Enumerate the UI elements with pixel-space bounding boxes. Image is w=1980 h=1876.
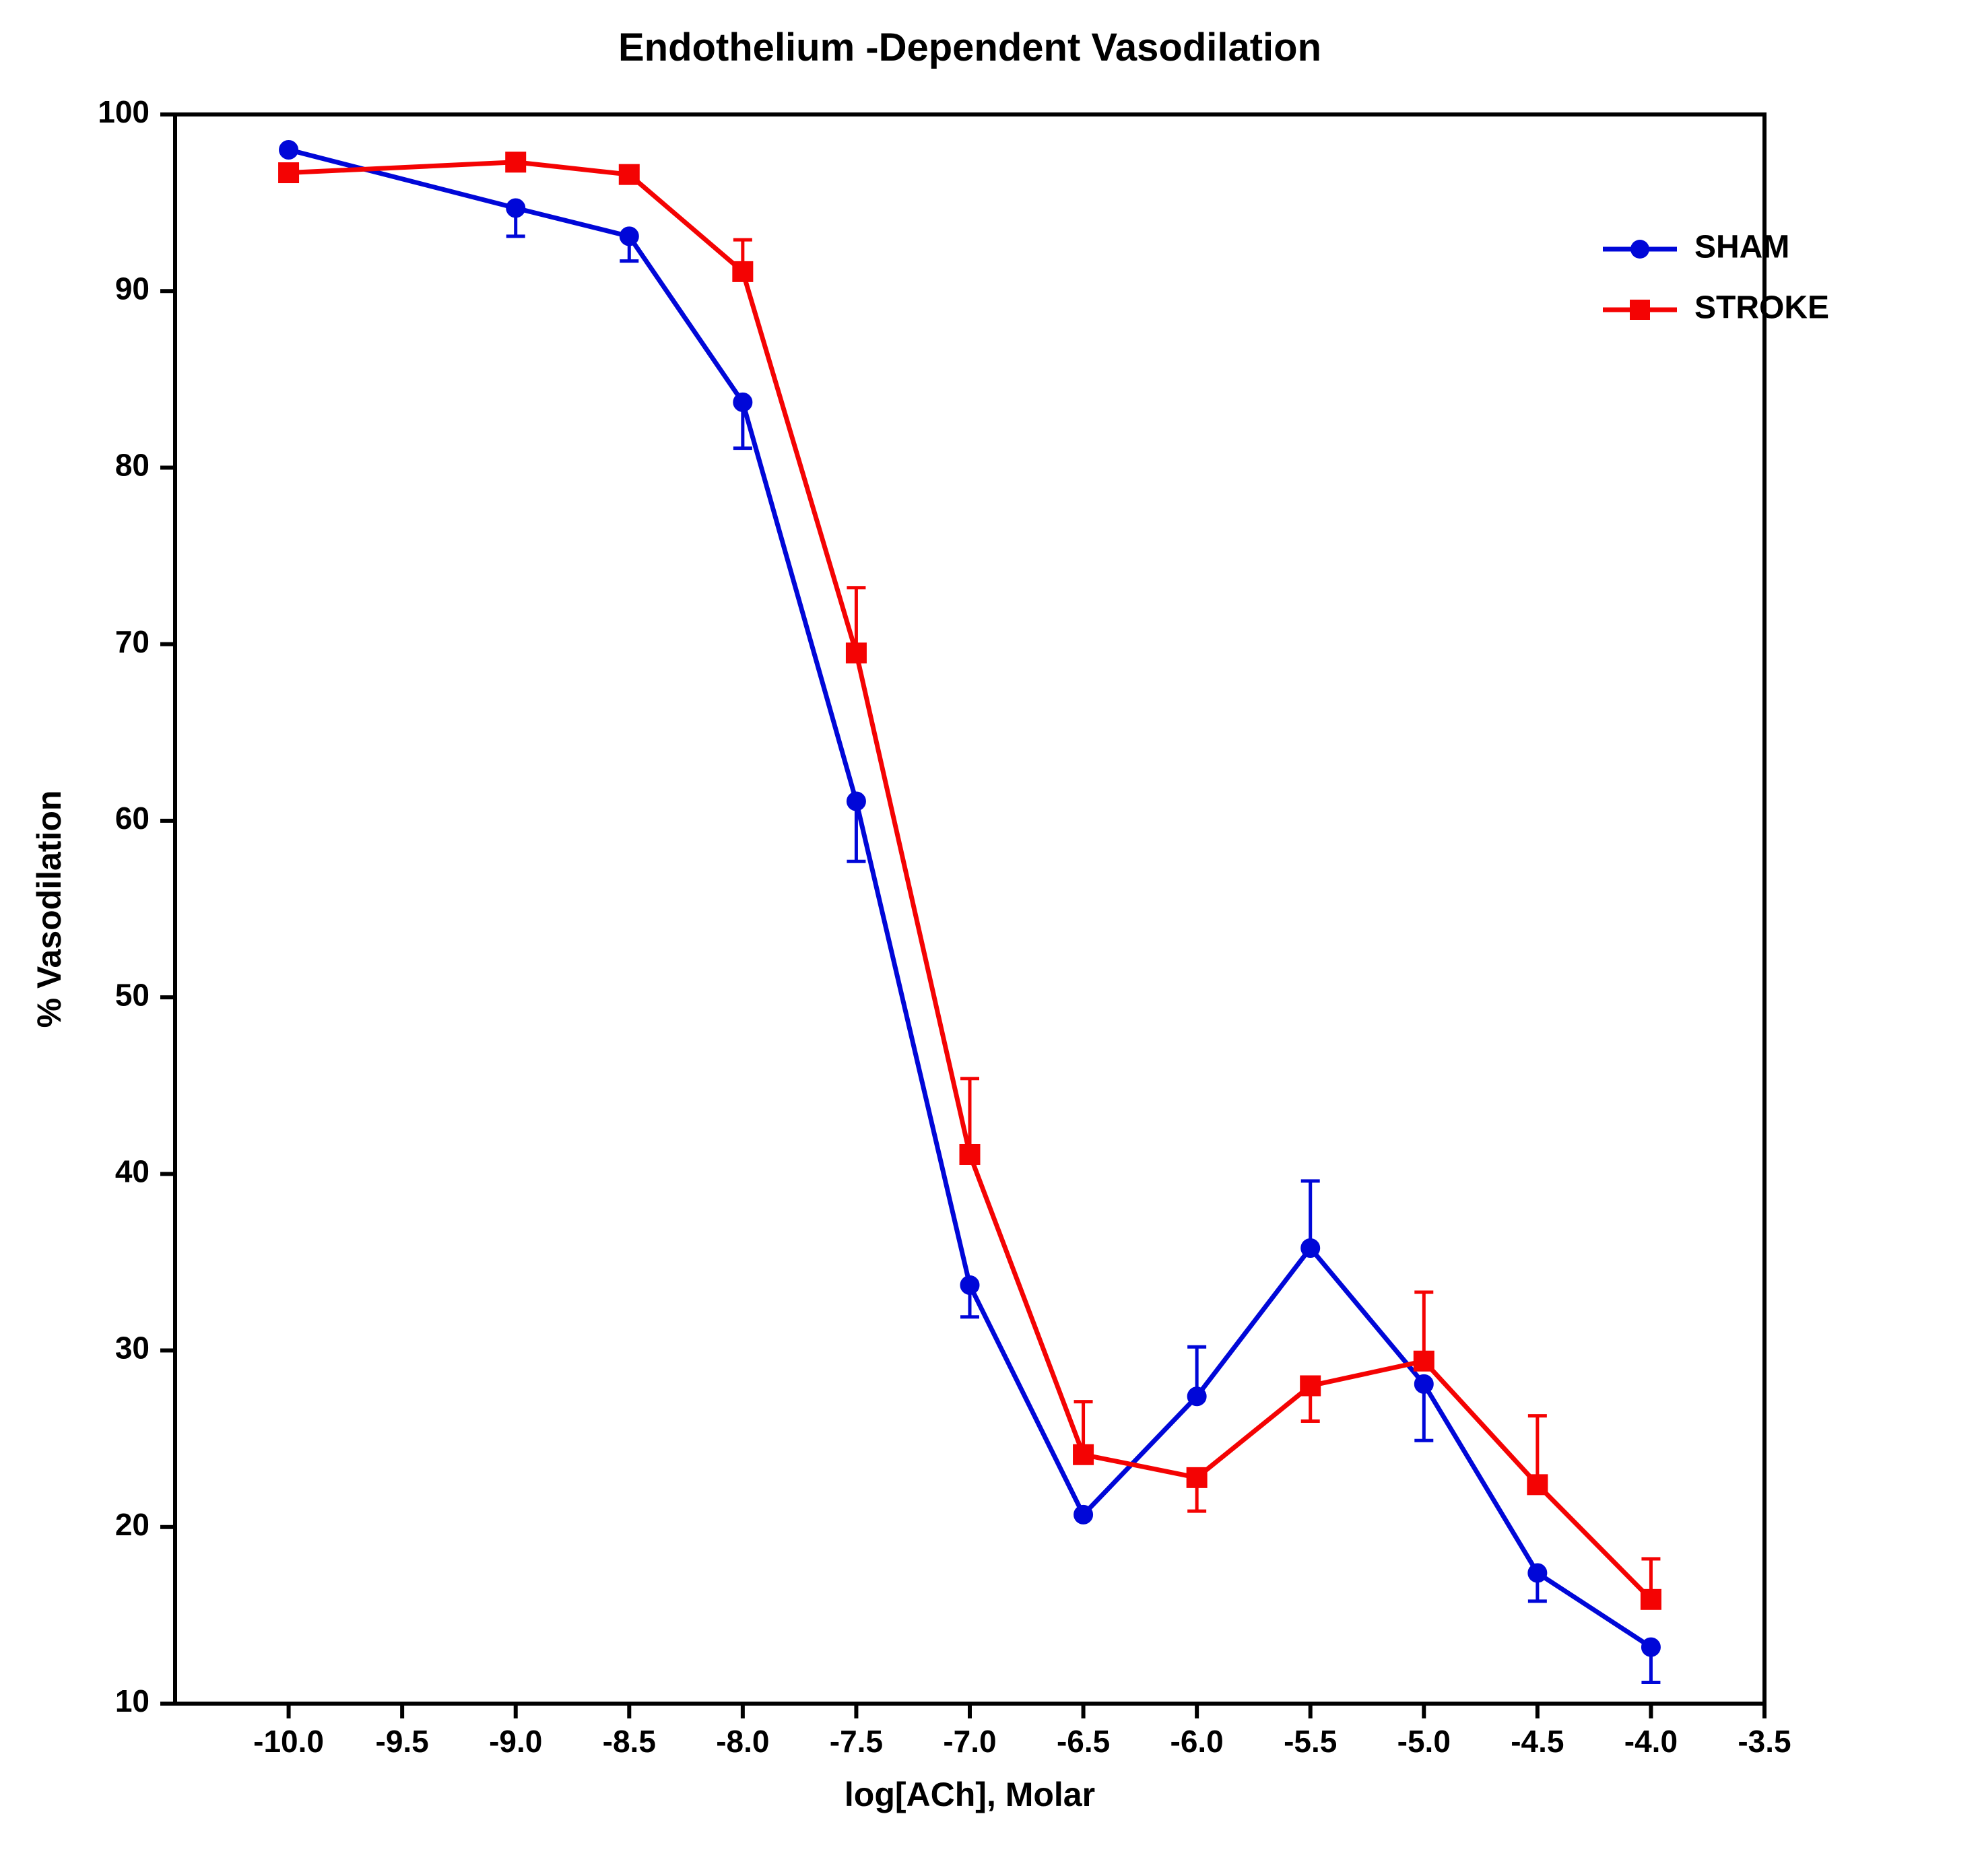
- chart-title: Endothelium -Dependent Vasodilation: [618, 26, 1321, 69]
- x-tick-label: -8.5: [603, 1724, 656, 1759]
- marker-stroke: [1074, 1444, 1094, 1465]
- y-tick-label: 50: [115, 977, 150, 1012]
- y-tick-label: 20: [115, 1507, 150, 1542]
- y-axis-label: % Vasodilation: [30, 791, 68, 1028]
- y-tick-label: 10: [115, 1683, 150, 1718]
- x-tick-label: -3.5: [1738, 1724, 1791, 1759]
- y-tick-label: 30: [115, 1331, 150, 1366]
- marker-sham: [1301, 1238, 1320, 1257]
- legend-marker-icon: [1630, 240, 1649, 259]
- y-tick-label: 100: [98, 94, 150, 129]
- marker-stroke: [960, 1144, 980, 1164]
- x-tick-label: -8.0: [716, 1724, 769, 1759]
- marker-sham: [960, 1276, 979, 1295]
- y-tick-label: 70: [115, 624, 150, 659]
- x-tick-label: -5.0: [1397, 1724, 1451, 1759]
- marker-stroke: [506, 152, 526, 172]
- x-tick-label: -9.5: [376, 1724, 429, 1759]
- marker-stroke: [1187, 1467, 1207, 1487]
- x-tick-label: -7.5: [830, 1724, 883, 1759]
- marker-sham: [1528, 1564, 1547, 1582]
- series-line-stroke: [289, 162, 1651, 1599]
- chart-svg: Endothelium -Dependent Vasodilation 10 20 3…: [0, 0, 1980, 1876]
- y-tick-label: 40: [115, 1153, 150, 1188]
- y-tick-label: 60: [115, 801, 150, 836]
- x-tick-label: -4.5: [1511, 1724, 1564, 1759]
- legend-label: SHAM: [1694, 230, 1789, 265]
- y-tick-label: 80: [115, 448, 150, 483]
- marker-stroke: [1641, 1589, 1661, 1609]
- marker-sham: [1414, 1374, 1433, 1393]
- x-tick-label: -6.0: [1170, 1724, 1224, 1759]
- marker-stroke: [1414, 1351, 1434, 1371]
- plot-border: [175, 114, 1764, 1704]
- x-tick-label: -4.0: [1624, 1724, 1678, 1759]
- x-tick-label: -10.0: [253, 1724, 324, 1759]
- marker-sham: [733, 393, 752, 411]
- marker-stroke: [733, 261, 753, 281]
- x-tick-label: -9.0: [489, 1724, 542, 1759]
- marker-sham: [1074, 1505, 1093, 1524]
- marker-sham: [847, 792, 865, 811]
- x-tick-label: -6.5: [1057, 1724, 1110, 1759]
- x-axis-label: log[ACh], Molar: [845, 1776, 1095, 1813]
- y-tick-label: 90: [115, 271, 150, 306]
- legend-label: STROKE: [1694, 290, 1829, 326]
- marker-stroke: [1527, 1475, 1548, 1495]
- marker-sham: [1641, 1638, 1660, 1656]
- marker-stroke: [619, 164, 639, 185]
- x-tick-label: -7.0: [943, 1724, 996, 1759]
- marker-stroke: [279, 163, 299, 183]
- x-tick-label: -5.5: [1284, 1724, 1337, 1759]
- legend-marker-icon: [1630, 300, 1650, 320]
- chart-container: Endothelium -Dependent Vasodilation 10 20 3…: [0, 0, 1980, 1876]
- marker-stroke: [1300, 1376, 1321, 1396]
- marker-stroke: [846, 643, 866, 663]
- marker-sham: [620, 227, 638, 246]
- marker-sham: [1187, 1387, 1206, 1406]
- marker-sham: [506, 199, 525, 217]
- marker-sham: [279, 140, 298, 159]
- series-line-sham: [289, 149, 1651, 1647]
